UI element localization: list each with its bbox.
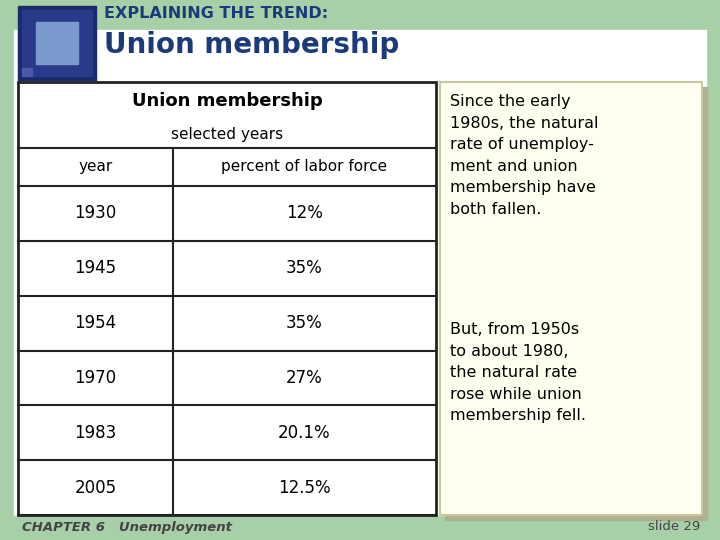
Text: percent of labor force: percent of labor force	[222, 159, 387, 174]
Text: Union membership: Union membership	[104, 31, 400, 59]
Bar	[22, 68, 32, 76]
Bar	[0, 0, 14, 540]
Bar	[440, 82, 702, 515]
Text: 2005: 2005	[74, 478, 117, 497]
Text: CHAPTER 6   Unemployment: CHAPTER 6 Unemployment	[22, 521, 232, 534]
Bar	[0, 515, 720, 540]
Text: 20.1%: 20.1%	[278, 424, 330, 442]
Text: Since the early
1980s, the natural
rate of unemploy-
ment and union
membership h: Since the early 1980s, the natural rate …	[450, 94, 598, 217]
Text: 1945: 1945	[74, 259, 117, 277]
Text: 12.5%: 12.5%	[278, 478, 330, 497]
Bar	[36, 22, 78, 64]
Text: selected years: selected years	[171, 126, 283, 141]
Bar	[706, 0, 720, 540]
Text: 1930: 1930	[74, 205, 117, 222]
Bar	[18, 6, 96, 80]
Text: 35%: 35%	[286, 314, 323, 332]
Bar	[22, 10, 92, 76]
Text: year: year	[78, 159, 112, 174]
Text: 1954: 1954	[74, 314, 117, 332]
Text: 35%: 35%	[286, 259, 323, 277]
Text: Union membership: Union membership	[132, 92, 323, 110]
Text: 1983: 1983	[74, 424, 117, 442]
Text: But, from 1950s
to about 1980,
the natural rate
rose while union
membership fell: But, from 1950s to about 1980, the natur…	[450, 322, 586, 423]
Text: EXPLAINING THE TREND:: EXPLAINING THE TREND:	[104, 5, 328, 21]
Bar	[18, 82, 436, 515]
Text: slide 29: slide 29	[648, 521, 700, 534]
Text: 27%: 27%	[286, 369, 323, 387]
Bar	[0, 0, 720, 30]
Bar	[445, 87, 707, 520]
Text: 1970: 1970	[74, 369, 117, 387]
Bar	[14, 30, 706, 515]
Text: 12%: 12%	[286, 205, 323, 222]
